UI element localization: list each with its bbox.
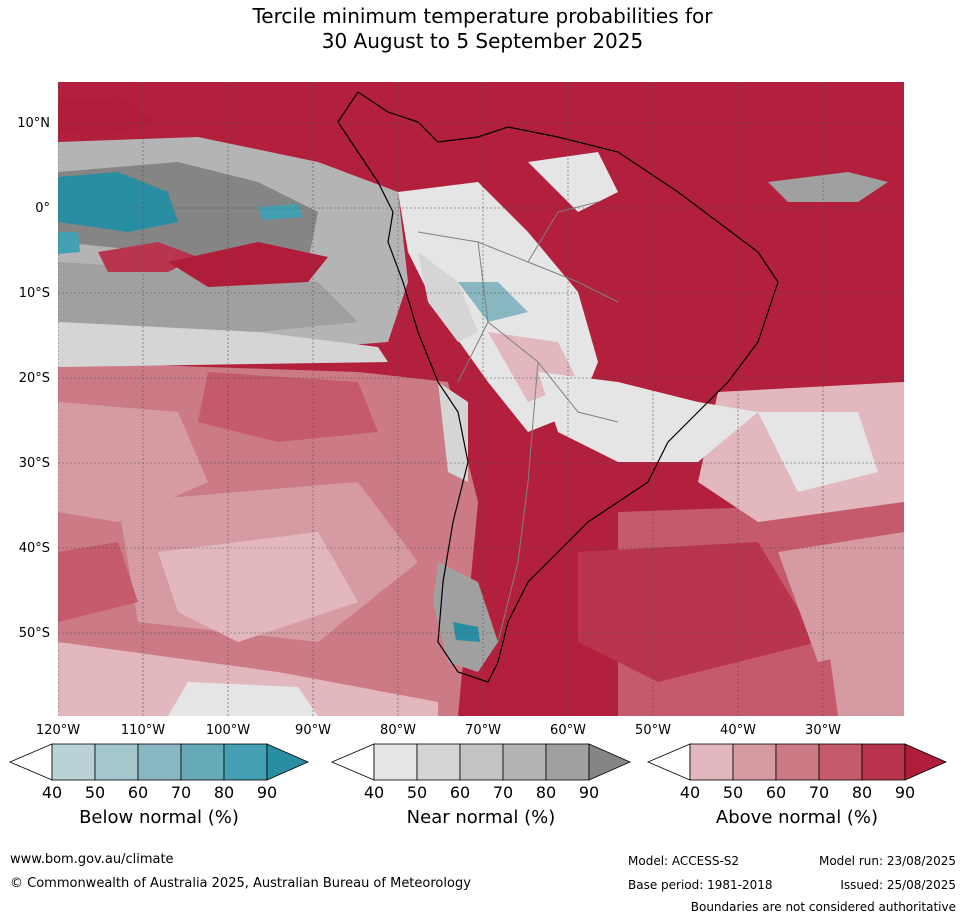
near-tick-70: 70 — [492, 783, 514, 802]
model-text: Model: ACCESS-S2 — [628, 854, 740, 868]
above-tick-70: 70 — [808, 783, 830, 802]
lon-label-100w: 100°W — [205, 723, 251, 738]
lon-label-50w: 50°W — [635, 723, 671, 738]
lat-label-0: 0° — [35, 201, 50, 216]
lon-label-80w: 80°W — [380, 723, 416, 738]
near-tick-90: 90 — [578, 783, 600, 802]
lon-label-70w: 70°W — [465, 723, 501, 738]
copyright-text: © Commonwealth of Australia 2025, Austra… — [10, 876, 471, 891]
near-tick-50: 50 — [406, 783, 428, 802]
lat-label-10s: 10°S — [18, 286, 50, 301]
above-tick-90: 90 — [894, 783, 916, 802]
probability-map — [58, 82, 904, 716]
near-tick-40: 40 — [363, 783, 385, 802]
map-title: Tercile minimum temperature probabilitie… — [0, 4, 965, 54]
below-tick-60: 60 — [127, 783, 149, 802]
lon-label-40w: 40°W — [720, 723, 756, 738]
below-tick-70: 70 — [170, 783, 192, 802]
above-tick-80: 80 — [851, 783, 873, 802]
lat-label-20s: 20°S — [18, 371, 50, 386]
lat-label-30s: 30°S — [18, 456, 50, 471]
near-normal-label: Near normal (%) — [406, 807, 556, 828]
below-tick-50: 50 — [84, 783, 106, 802]
lat-label-10n: 10°N — [17, 116, 50, 131]
model-run-text: Model run: 23/08/2025 — [818, 854, 956, 868]
title-line-2: 30 August to 5 September 2025 — [321, 29, 644, 53]
issued-text: Issued: 25/08/2025 — [840, 878, 956, 892]
base-period-text: Base period: 1981-2018 — [628, 878, 773, 892]
above-tick-50: 50 — [722, 783, 744, 802]
map-field — [58, 82, 904, 716]
above-tick-40: 40 — [679, 783, 701, 802]
lat-label-40s: 40°S — [18, 541, 50, 556]
lon-label-30w: 30°W — [805, 723, 841, 738]
near-normal-colorbar — [330, 743, 631, 781]
above-tick-60: 60 — [765, 783, 787, 802]
below-normal-colorbar — [8, 743, 309, 781]
below-tick-80: 80 — [213, 783, 235, 802]
lon-label-110w: 110°W — [120, 723, 166, 738]
lon-label-90w: 90°W — [295, 723, 331, 738]
below-tick-90: 90 — [256, 783, 278, 802]
disclaimer-text: Boundaries are not considered authoritat… — [690, 900, 956, 914]
above-normal-colorbar — [646, 743, 947, 781]
website-link[interactable]: www.bom.gov.au/climate — [10, 852, 174, 867]
near-tick-60: 60 — [449, 783, 471, 802]
lat-label-50s: 50°S — [18, 626, 50, 641]
below-normal-label: Below normal (%) — [79, 807, 239, 828]
below-tick-40: 40 — [41, 783, 63, 802]
lon-label-120w: 120°W — [35, 723, 81, 738]
above-normal-label: Above normal (%) — [715, 807, 879, 828]
near-tick-80: 80 — [535, 783, 557, 802]
lon-label-60w: 60°W — [550, 723, 586, 738]
title-line-1: Tercile minimum temperature probabilitie… — [252, 4, 713, 28]
